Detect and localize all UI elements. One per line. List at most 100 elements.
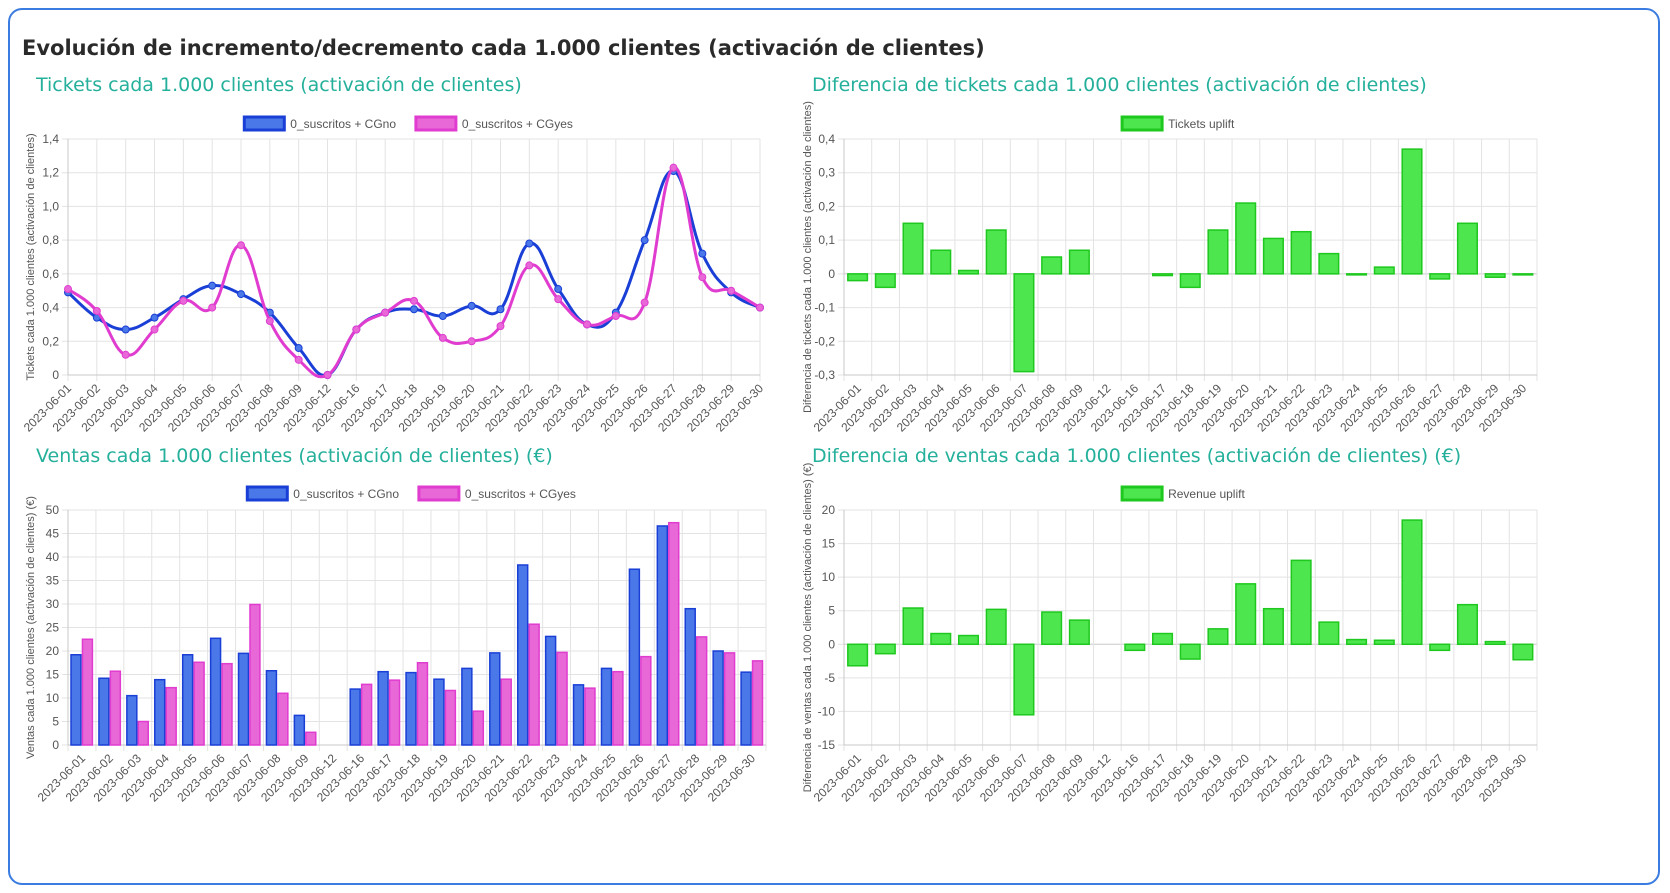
bar	[1456, 222, 1478, 275]
bar	[516, 564, 529, 746]
bar	[1179, 643, 1201, 660]
bar	[847, 643, 869, 667]
bar	[277, 692, 289, 746]
bar	[416, 662, 429, 746]
y-tick-label: 35	[46, 574, 60, 588]
bar	[985, 229, 1007, 275]
bar	[1318, 252, 1340, 275]
bar	[1068, 619, 1090, 646]
y-tick-label: 15	[822, 537, 836, 551]
bar	[1207, 229, 1229, 275]
bar	[349, 688, 361, 746]
bar	[388, 679, 401, 746]
y-tick-label: 5	[52, 715, 59, 729]
bar	[1373, 266, 1395, 275]
y-axis-label: Diferencia de tickets cada 1.000 cliente…	[802, 101, 814, 413]
bar	[1207, 628, 1229, 646]
tickets-diff-chart-title: Diferencia de tickets cada 1.000 cliente…	[812, 74, 1427, 96]
bar	[500, 678, 512, 746]
bar	[209, 637, 222, 746]
data-point	[410, 296, 418, 305]
bar	[1068, 249, 1090, 275]
y-tick-label: 0,1	[818, 233, 835, 247]
y-axis-label: Ventas cada 1.000 clientes (activación d…	[25, 496, 37, 759]
data-point	[438, 312, 447, 320]
y-tick-label: 1,4	[42, 132, 59, 146]
y-tick-label: 5	[828, 604, 835, 618]
y-tick-label: -0,3	[814, 368, 835, 382]
y-tick-label: 15	[46, 668, 60, 682]
legend-swatch	[1120, 485, 1164, 502]
y-tick-label: 30	[46, 597, 60, 611]
bar	[874, 273, 896, 289]
y-tick-label: 40	[46, 550, 60, 564]
bar	[1235, 583, 1257, 646]
bar	[902, 607, 924, 646]
bar	[1484, 273, 1506, 278]
data-point	[352, 325, 361, 334]
y-tick-label: 0,4	[42, 301, 59, 315]
y-tick-label: -5	[824, 671, 835, 685]
data-point	[554, 285, 563, 294]
data-point	[208, 303, 217, 312]
bar	[109, 670, 122, 746]
y-tick-label: -15	[818, 738, 836, 752]
bar	[1041, 256, 1063, 275]
bar	[628, 568, 641, 746]
bar	[1318, 621, 1340, 646]
data-point	[179, 296, 188, 305]
bar	[1290, 559, 1312, 646]
y-tick-label: 1,0	[42, 199, 59, 213]
y-tick-label: 0,2	[42, 334, 59, 348]
bar	[433, 678, 445, 746]
legend-label: 0_suscritos + CGno	[290, 117, 396, 131]
bar	[1151, 273, 1174, 277]
bar	[930, 632, 952, 646]
bar	[612, 670, 624, 746]
bar	[640, 655, 652, 746]
bar	[572, 684, 585, 746]
data-point	[525, 261, 534, 270]
bar	[265, 669, 278, 746]
y-tick-label: 0	[52, 738, 59, 752]
data-point	[525, 239, 534, 248]
bar	[126, 694, 138, 746]
bar	[1401, 148, 1423, 275]
legend-swatch	[417, 485, 461, 502]
data-point	[698, 273, 707, 282]
legend-label: 0_suscritos + CGyes	[462, 117, 573, 131]
bar	[1179, 273, 1201, 289]
bar	[165, 686, 177, 746]
bar	[723, 652, 736, 746]
bar	[249, 603, 261, 746]
bar	[584, 687, 596, 746]
data-point	[265, 317, 274, 326]
data-point	[756, 303, 764, 312]
series-line	[67, 166, 761, 379]
bar	[712, 650, 724, 746]
legend-swatch	[1120, 115, 1164, 132]
data-point	[121, 325, 130, 334]
y-tick-label: -0,1	[814, 301, 835, 315]
data-point	[237, 290, 245, 299]
bar	[1429, 273, 1451, 280]
bar	[293, 714, 306, 746]
y-tick-label: 20	[46, 644, 60, 658]
bar	[221, 662, 233, 746]
data-point	[640, 236, 649, 245]
bar	[1456, 603, 1478, 646]
data-point	[698, 249, 707, 258]
bar	[472, 710, 485, 746]
bar	[377, 670, 389, 746]
legend-label: Revenue uplift	[1168, 487, 1245, 501]
bar	[137, 720, 149, 746]
bar	[181, 654, 194, 746]
legend-swatch	[245, 485, 289, 502]
bar	[544, 635, 557, 746]
data-point	[669, 163, 678, 172]
bar	[98, 677, 110, 746]
y-tick-label: 0,6	[42, 267, 59, 281]
